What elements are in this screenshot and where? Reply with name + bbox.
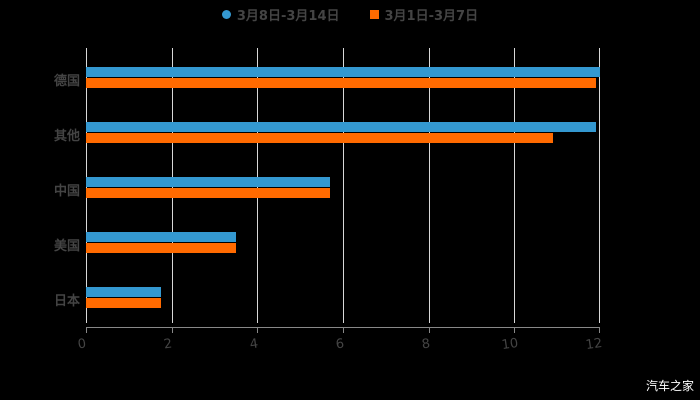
bar-week2[interactable] <box>86 177 331 187</box>
y-category-label: 日本 <box>53 294 80 309</box>
legend-item-week1[interactable]: 3月1日-3月7日 <box>369 4 479 24</box>
y-category-label: 美国 <box>53 239 80 254</box>
bar-week2[interactable] <box>86 67 600 77</box>
gridline <box>514 48 516 323</box>
watermark: 汽车之家 <box>645 379 694 393</box>
x-tick-label: 12 <box>584 335 604 354</box>
bar-week1[interactable] <box>86 243 236 253</box>
gridline <box>428 48 430 323</box>
x-tick-label: 10 <box>500 335 520 354</box>
legend-dot-blue-icon <box>221 9 231 19</box>
x-tick-label: 0 <box>76 336 88 353</box>
y-category-label: 其他 <box>53 129 80 144</box>
bar-week1[interactable] <box>86 188 331 198</box>
x-tick-label: 4 <box>248 336 260 353</box>
bar-week2[interactable] <box>86 122 596 132</box>
x-axis-line <box>86 327 600 333</box>
plot-area <box>86 48 600 323</box>
legend-label: 3月1日-3月7日 <box>384 8 479 24</box>
y-category-label: 德国 <box>53 74 80 89</box>
bar-week2[interactable] <box>86 287 161 297</box>
x-tick-label: 8 <box>420 336 432 353</box>
bar-week1[interactable] <box>86 133 553 143</box>
legend-label: 3月8日-3月14日 <box>236 8 340 24</box>
bar-week1[interactable] <box>86 298 161 308</box>
gridline <box>599 48 600 323</box>
bar-week2[interactable] <box>86 232 236 242</box>
chart-legend: 3月8日-3月14日 3月1日-3月7日 <box>0 4 700 24</box>
y-category-label: 中国 <box>53 184 80 199</box>
bar-week1[interactable] <box>86 78 596 88</box>
x-tick-label: 2 <box>162 336 174 353</box>
x-tick-label: 6 <box>334 336 346 353</box>
legend-square-orange-icon <box>369 9 379 19</box>
gridline <box>343 48 344 323</box>
legend-item-week2[interactable]: 3月8日-3月14日 <box>221 4 340 24</box>
